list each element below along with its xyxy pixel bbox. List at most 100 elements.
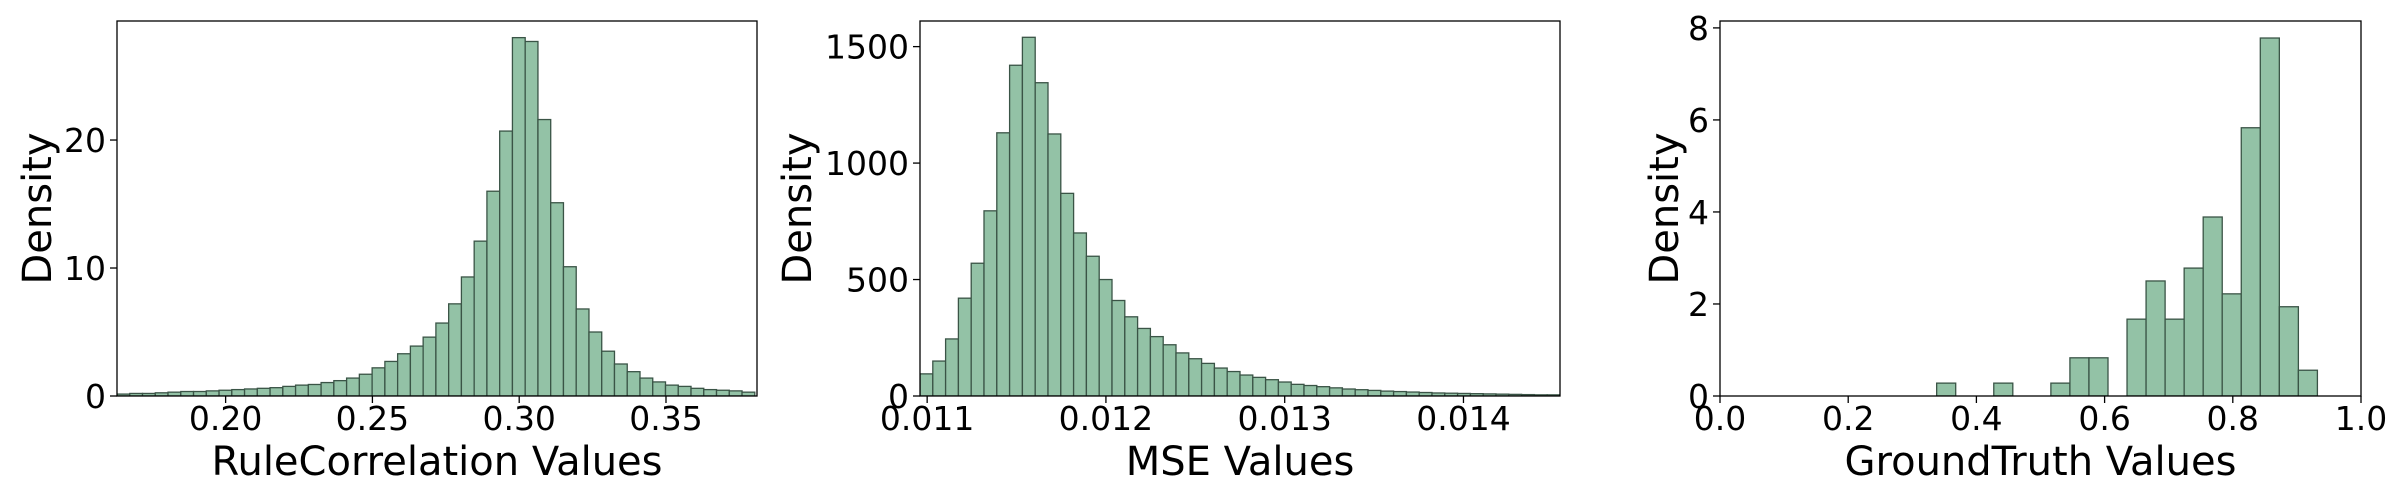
histogram-bar <box>2240 127 2261 396</box>
histogram-bar <box>282 385 297 396</box>
histogram-bar <box>728 390 743 396</box>
histogram-bar <box>180 390 195 396</box>
x-axis-label: GroundTruth Values <box>1845 439 2237 485</box>
histogram-bar <box>920 373 934 396</box>
y-tick-label: 500 <box>846 261 909 300</box>
x-axis-label: RuleCorrelation Values <box>211 439 662 485</box>
histogram-bar <box>562 266 577 396</box>
histogram-bar <box>486 190 501 396</box>
histogram-bar <box>511 36 526 396</box>
histogram-bar <box>932 360 947 396</box>
histogram-bar <box>1085 255 1100 396</box>
histogram-bar <box>333 379 348 396</box>
x-tick-label: 0.011 <box>880 399 974 438</box>
x-tick-label: 0.012 <box>1059 399 1153 438</box>
y-axis-label: Density <box>15 132 61 284</box>
histogram-bar <box>2297 369 2319 396</box>
y-axis-label: Density <box>775 132 821 284</box>
histogram-bar <box>1341 388 1356 396</box>
histogram-bar <box>1060 192 1075 396</box>
histogram-bar <box>1200 362 1216 396</box>
histogram-bar <box>2088 357 2109 396</box>
histogram-bar <box>983 210 998 396</box>
y-tick-label: 0 <box>1688 377 1709 416</box>
groundtruth-histogram-panel: 0.0 0.2 0.4 0.6 0.8 1.0 0 2 4 6 8 GroundTruth Value… <box>1642 9 2387 485</box>
histogram-bar <box>396 353 412 396</box>
histogram-bar <box>524 40 539 396</box>
histogram-bars <box>1936 37 2319 396</box>
x-tick-label: 0.25 <box>336 399 409 438</box>
histogram-bar <box>1188 358 1203 396</box>
histogram-bar <box>205 390 220 396</box>
histogram-bar <box>550 202 565 396</box>
histogram-bar <box>307 383 322 396</box>
axes-frame <box>919 20 1561 397</box>
histogram-bar <box>1034 82 1049 396</box>
y-tick-label: 1500 <box>825 28 909 67</box>
x-tick-label: 0.6 <box>2078 399 2130 438</box>
histogram-bar <box>1149 335 1164 396</box>
histogram-bar <box>2126 318 2147 396</box>
histogram-bar <box>294 384 309 396</box>
histogram-bar <box>1936 382 1957 396</box>
histogram-bar <box>957 297 972 396</box>
histogram-bar <box>1047 133 1062 396</box>
histogram-bar <box>970 262 985 396</box>
histogram-bar <box>664 384 679 396</box>
histogram-bar <box>1290 383 1305 396</box>
histogram-bar <box>715 389 730 396</box>
y-tick-label: 1000 <box>825 144 909 183</box>
x-tick-label: 0.4 <box>1950 399 2002 438</box>
x-tick-label: 0.013 <box>1237 399 1331 438</box>
histogram-bar <box>1111 299 1126 396</box>
histogram-bar <box>1316 386 1331 396</box>
histogram-bar <box>473 240 488 396</box>
histogram-bars <box>117 36 756 396</box>
histogram-bar <box>2183 267 2204 396</box>
histogram-bar <box>320 381 335 396</box>
histogram-bar <box>409 345 424 396</box>
x-tick-label: 0.20 <box>189 399 262 438</box>
histogram-bars <box>920 36 1560 396</box>
x-axis-label: MSE Values <box>1126 439 1355 485</box>
histogram-bar <box>435 322 450 396</box>
histogram-bar <box>358 373 373 396</box>
histogram-bar <box>231 388 246 396</box>
y-tick-label: 0 <box>888 377 909 416</box>
histogram-bar <box>1008 64 1024 396</box>
histogram-bar <box>371 367 386 396</box>
histogram-bar <box>601 350 616 396</box>
y-tick-label: 2 <box>1688 285 1709 324</box>
histogram-bar <box>537 118 552 396</box>
histogram-bar <box>1993 382 2014 396</box>
histogram-bar <box>2221 293 2242 396</box>
histogram-bar <box>944 338 960 396</box>
histogram-bar <box>1264 379 1280 396</box>
histogram-bar <box>1162 344 1177 396</box>
y-tick-label: 10 <box>64 249 106 288</box>
histogram-bar <box>1380 390 1395 396</box>
x-tick-label: 0.8 <box>2207 399 2259 438</box>
histogram-bar <box>1175 352 1190 396</box>
histogram-bar <box>2259 37 2280 396</box>
x-tick-label: 0.2 <box>1822 399 1874 438</box>
histogram-bar <box>499 130 514 396</box>
histogram-bar <box>652 381 667 396</box>
histogram-bar <box>1072 232 1088 396</box>
histogram-bar <box>575 308 590 396</box>
y-tick-label: 4 <box>1688 193 1709 232</box>
histogram-bar <box>741 391 756 396</box>
mse-histogram-panel: 0.011 0.012 0.013 0.014 0 500 1000 1500 MSE Valu… <box>775 20 1561 485</box>
histogram-bar <box>460 276 475 396</box>
histogram-bar <box>2164 318 2185 396</box>
histogram-bar <box>1213 367 1228 396</box>
x-tick-label: 0.0 <box>1694 399 1746 438</box>
x-tick-label: 0.35 <box>629 399 702 438</box>
histogram-bar <box>345 377 361 396</box>
histogram-bar <box>1328 387 1344 396</box>
histogram-bar <box>2278 306 2300 396</box>
histogram-bar <box>192 390 207 396</box>
histogram-bar <box>677 385 692 396</box>
rulecorrelation-histogram-panel: 0.20 0.25 0.30 0.35 0 10 20 RuleCorrelation Val… <box>15 20 758 485</box>
